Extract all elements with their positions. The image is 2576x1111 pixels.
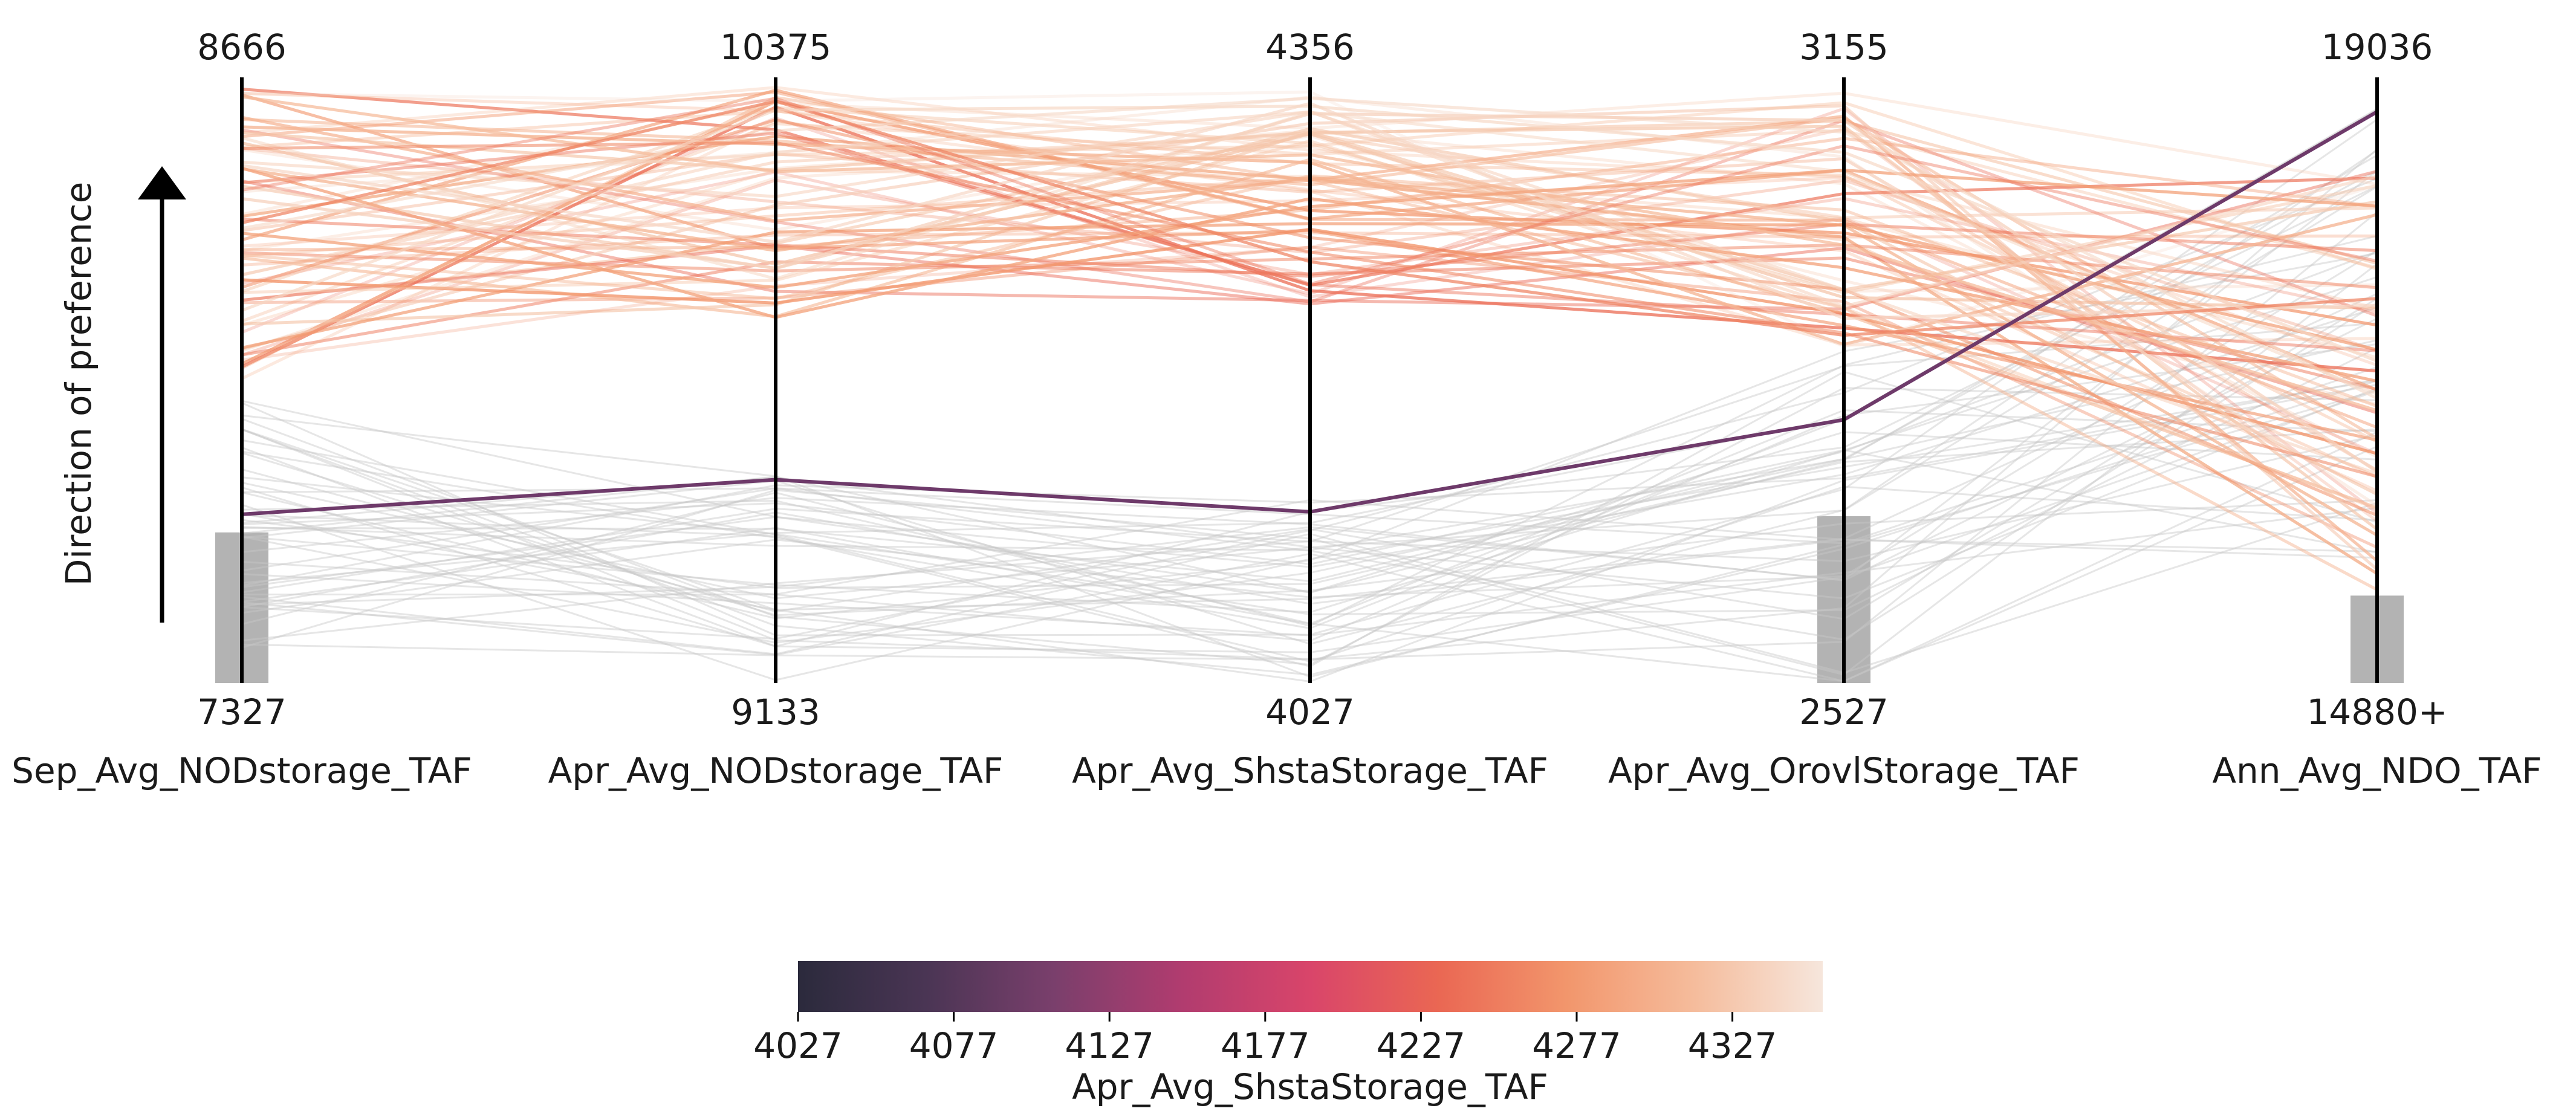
axis-bottom-label: 9133: [731, 692, 820, 733]
axis-bottom-label: 14880+: [2306, 692, 2447, 733]
direction-label: Direction of preference: [58, 182, 99, 586]
axis-bottom-label: 7327: [197, 692, 287, 733]
axis-top-label: 8666: [197, 27, 287, 68]
axis-top-label: 4356: [1265, 27, 1355, 68]
colorbar: 4027 4077 4127 4177 4227 4277 4327 Apr_Avg_Shs…: [753, 961, 1823, 1107]
axis-bottom-label: 4027: [1265, 692, 1355, 733]
colorbar-label: Apr_Avg_ShstaStorage_TAF: [1072, 1066, 1548, 1107]
colorbar-tick-label: 4077: [909, 1025, 999, 1066]
colorbar-tick-label: 4027: [753, 1025, 843, 1066]
colorbar-gradient: [798, 961, 1823, 1012]
axis-name-label: Apr_Avg_NODstorage_TAF: [548, 750, 1004, 791]
axis-name-label: Apr_Avg_ShstaStorage_TAF: [1072, 750, 1548, 791]
preference-arrow-icon: [138, 166, 186, 199]
axis-name-label: Apr_Avg_OrovlStorage_TAF: [1608, 750, 2080, 791]
colorbar-tick-label: 4277: [1532, 1025, 1621, 1066]
direction-of-preference: Direction of preference: [58, 166, 186, 623]
axis-top-label: 3155: [1799, 27, 1889, 68]
axis-top-label: 10375: [720, 27, 832, 68]
colorbar-tick-label: 4327: [1688, 1025, 1777, 1066]
colorbar-tick-label: 4177: [1221, 1025, 1310, 1066]
colorbar-tick-label: 4127: [1065, 1025, 1154, 1066]
axis-name-label: Sep_Avg_NODstorage_TAF: [11, 750, 472, 791]
colorbar-ticks: 4027 4077 4127 4177 4227 4277 4327: [753, 1012, 1777, 1066]
colorbar-tick-label: 4227: [1377, 1025, 1466, 1066]
axis-top-label: 19036: [2321, 27, 2433, 68]
axis-name-label: Ann_Avg_NDO_TAF: [2212, 750, 2542, 791]
axes: 8666 7327 Sep_Avg_NODstorage_TAF 10375 9133 A…: [11, 27, 2542, 791]
axis-bottom-label: 2527: [1799, 692, 1889, 733]
